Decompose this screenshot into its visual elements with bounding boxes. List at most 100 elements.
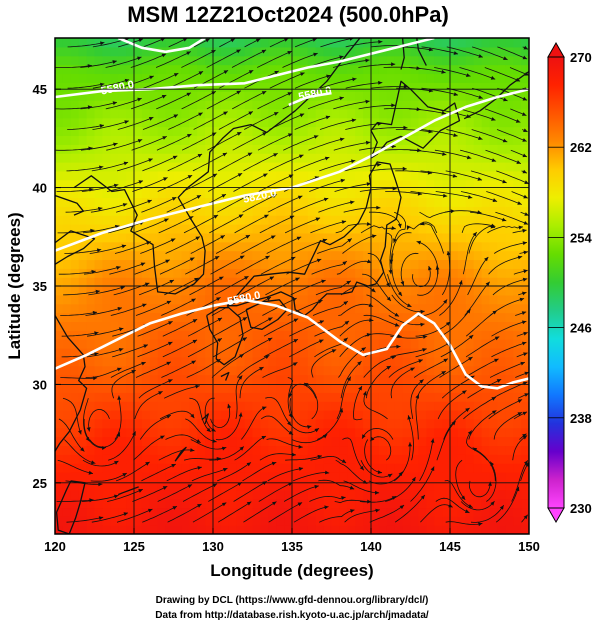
field-cell [299,330,309,340]
streamline-arrow [468,357,473,361]
field-cell [315,410,325,420]
field-cell [307,100,317,110]
streamline-arrow [212,173,218,178]
streamline [471,129,508,143]
field-cell [228,241,238,252]
field-cell [505,232,514,243]
streamline-arrow [468,504,473,508]
field-cell [220,144,230,154]
field-cell [307,38,317,48]
field-cell [418,206,427,216]
field-cell [394,392,404,402]
field-cell [465,232,475,243]
field-cell [55,108,64,119]
field-cell [457,215,467,225]
field-cell [213,126,222,137]
streamline-arrow [205,38,210,43]
streamline-arrow [522,241,527,246]
field-cell [378,73,388,83]
field-cell [62,135,72,145]
field-cell [450,259,459,269]
field-cell [434,348,443,358]
field-cell [197,383,206,393]
field-cell [165,135,175,145]
streamline-arrow [394,312,399,317]
field-cell [299,516,309,526]
field-cell [299,525,309,534]
streamline [181,49,216,68]
field-cell [402,330,412,340]
streamline-arrow [172,506,177,510]
streamline-arrow [407,303,412,307]
field-cell [434,401,443,411]
streamline-arrow [198,112,203,117]
field-cell [205,489,214,500]
coastline [55,480,86,534]
field-cell [481,55,491,66]
field-cell [418,232,427,243]
field-cell [307,55,317,66]
field-cell [299,507,309,517]
field-cell [378,153,388,163]
field-cell [292,224,301,234]
streamline [166,466,202,482]
field-cell [434,365,443,376]
field-cell [213,268,222,278]
streamline [436,420,456,461]
field-cell [173,232,182,243]
streamline [369,168,407,172]
field-cell [110,126,119,137]
field-cell [62,126,72,137]
field-cell [315,250,325,261]
field-cell [363,472,372,482]
field-cell [70,91,80,101]
field-cell [473,153,483,163]
field-cell [134,454,143,464]
streamline-arrow [416,240,421,245]
streamline [242,194,277,213]
streamline-arrow [522,277,528,282]
streamline [215,412,242,441]
field-cell [220,126,230,137]
field-cell [197,418,206,429]
field-cell [355,153,364,163]
streamline [258,482,293,502]
field-cell [213,480,222,491]
field-cell [481,365,491,376]
streamline-arrow [144,282,150,287]
field-cell [244,525,254,534]
field-cell [94,46,103,57]
field-cell [62,401,72,411]
field-cell [371,206,380,216]
field-cell [410,480,419,491]
streamline [282,52,318,68]
field-cell [220,286,230,296]
streamline-arrow [122,203,128,207]
field-cell [513,445,522,455]
field-cell [371,232,380,243]
field-cell [197,179,206,190]
streamline-arrow [465,509,470,513]
field-cell [315,374,325,385]
streamline-arrow [191,360,196,365]
field-cell [149,365,159,376]
field-cell [268,250,277,261]
colorbar-tick-label: 254 [570,230,592,245]
field-cell [134,224,143,234]
field-cell [252,197,261,207]
field-cell [118,91,127,101]
streamline [192,502,227,523]
streamline [115,461,150,482]
field-cell [426,179,435,190]
field-cell [457,55,467,66]
field-cell [86,73,96,83]
field-cell [110,64,119,75]
field-cell [268,303,277,314]
field-cell [521,268,529,278]
field-cell [521,91,529,101]
streamline [86,348,124,358]
streamline-arrow [172,155,178,160]
field-cell [442,312,451,323]
field-cell [126,179,135,190]
field-cell [252,108,261,119]
